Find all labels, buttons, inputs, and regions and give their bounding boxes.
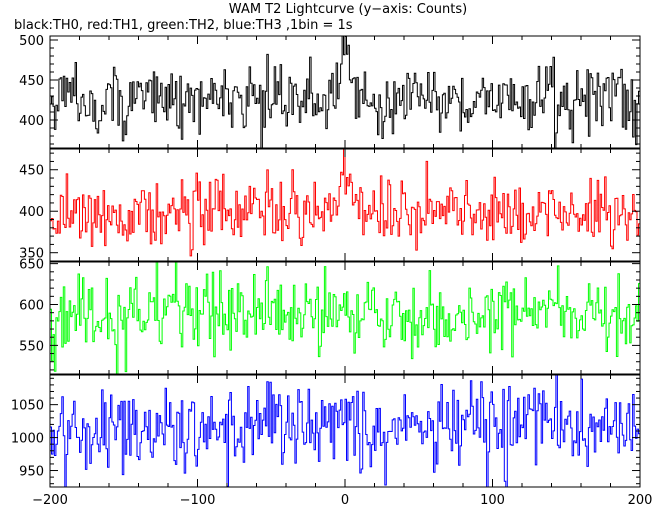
x-tick-label: 0 (341, 493, 349, 505)
y-tick-label: 350 (19, 247, 44, 262)
x-tick-label: −100 (180, 493, 216, 505)
series-th0 (50, 36, 640, 148)
y-tick-label: 1000 (11, 432, 44, 447)
x-tick-label: −200 (32, 493, 68, 505)
panel-th1: 350 400 450 (19, 148, 641, 262)
series-th3 (50, 375, 640, 487)
y-tick-label: 400 (19, 114, 44, 129)
x-tick-label: 100 (480, 493, 505, 505)
y-tick-label: 500 (19, 34, 44, 49)
panel-th0: 400 450 500 (19, 34, 641, 149)
chart-subtitle: black:TH0, red:TH1, green:TH2, blue:TH3 … (14, 18, 353, 33)
x-tick-label: 200 (628, 493, 653, 505)
x-axis: −200 −100 0 100 200 (32, 493, 652, 505)
panel-th2: 550 600 650 (19, 258, 641, 375)
y-tick-label: 400 (19, 205, 44, 220)
y-tick-label: 650 (19, 258, 44, 273)
y-tick-label: 450 (19, 164, 44, 179)
series-th2 (50, 262, 640, 374)
y-tick-label: 1050 (11, 399, 44, 414)
chart-title: WAM T2 Lightcurve (y−axis: Counts) (229, 2, 467, 17)
y-tick-label: 950 (19, 465, 44, 480)
y-tick-label: 550 (19, 339, 44, 354)
y-tick-label: 600 (19, 299, 44, 314)
panels-group: 400 450 500 350 400 450 550 600 650 950 1000 1050 (11, 34, 641, 488)
panel-th3: 950 1000 1050 (11, 374, 641, 488)
series-th1 (50, 149, 640, 257)
y-tick-label: 450 (19, 74, 44, 89)
